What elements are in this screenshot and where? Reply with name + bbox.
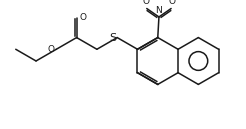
Text: O: O xyxy=(169,0,176,6)
Text: S: S xyxy=(109,33,116,43)
Text: O: O xyxy=(47,46,54,54)
Text: O: O xyxy=(80,13,87,22)
Text: O: O xyxy=(142,0,149,6)
Text: N: N xyxy=(155,6,162,15)
